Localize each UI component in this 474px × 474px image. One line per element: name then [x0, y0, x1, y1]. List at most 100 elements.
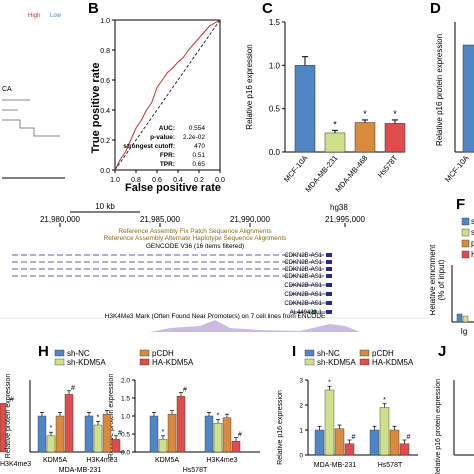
h-bar [231, 440, 241, 453]
g-gencode: GENCODE V36 (16 items filtered) [146, 243, 244, 250]
g-gene-label: CDKN2B-AS1 [284, 274, 322, 280]
i-bar [334, 428, 345, 456]
roc-frame [114, 19, 221, 171]
h-bar [55, 415, 65, 453]
roc-ylabel: True positive rate [90, 62, 102, 154]
h-sig: * [97, 414, 100, 421]
h-bar [111, 439, 121, 453]
h-ytick-label: 1.5 [121, 396, 130, 403]
h-sig: # [238, 432, 242, 439]
c-ytick-label: 1.0 [269, 61, 281, 70]
roc-xtick-label: 0.6 [152, 177, 162, 184]
g-exon [326, 292, 332, 296]
h-sig: * [50, 425, 53, 432]
i-legend-label: HA-KDM5A [372, 358, 414, 367]
h-bar [158, 439, 168, 453]
h-ytick-label: 0.5 [121, 432, 130, 439]
g-exon [326, 267, 332, 271]
h-legend-label: HA-KDM5A [152, 358, 194, 367]
c-sig: * [333, 119, 337, 129]
g-h3k4-signal [0, 320, 430, 332]
g-scale-label: 10 kb [95, 202, 115, 211]
c-bar [354, 122, 376, 153]
g-gene-label: CDKN2B-AS1 [284, 283, 322, 289]
h-legend-swatch [54, 358, 65, 366]
f-legend-label: p [471, 239, 474, 248]
c-bar [294, 65, 316, 153]
panel-a-text: CA [2, 86, 12, 93]
h-sig: # [71, 385, 75, 392]
i-legend-swatch [359, 358, 370, 366]
i-ytick-label: 0 [299, 453, 303, 460]
c-xtick-label: MCF-10A [282, 154, 310, 184]
i-bar [314, 429, 325, 456]
roc-stat-key: FPR: [160, 152, 175, 159]
roc-curve [114, 19, 221, 171]
i-bar [379, 407, 390, 456]
roc-xtick-label: 0.4 [173, 177, 183, 184]
f-ylabel-1: Relative enrichment [430, 244, 437, 315]
f-bar [462, 315, 469, 323]
roc-xlabel: False positive rate [125, 182, 221, 194]
h-bar [37, 415, 47, 453]
roc-ytick-label: 0.0 [100, 168, 110, 175]
c-ytick-label: 1.5 [269, 18, 281, 27]
f-xtick-label: Ig [461, 327, 468, 336]
f-legend-label: H [471, 250, 474, 259]
h-bar [102, 413, 112, 453]
f-legend-label: s [471, 228, 474, 237]
roc-stat-key: AUC: [159, 125, 175, 132]
roc-stat-value: 470 [194, 143, 205, 150]
panel-a-legend-low: Low [50, 13, 62, 19]
panel-j-chart: Relative p16 protein expression [435, 379, 474, 474]
h-bar [64, 394, 74, 453]
i-ytick-label: 2 [299, 403, 303, 410]
h-legend-swatch [139, 358, 150, 366]
h-legend-swatch [139, 349, 150, 357]
roc-diagonal [114, 19, 221, 171]
c-ylabel: Relative p16 expression [245, 44, 254, 129]
genome-browser: 10 kb hg38 21,980,000 21,985,000 21,990,000 2… [0, 202, 430, 332]
f-legend-swatch [461, 250, 470, 259]
roc-chart: 1.0 0.8 0.6 0.4 0.2 0.0 0.0 0.2 0.4 0.6 0.8 1.0 AUC:… [100, 18, 225, 184]
d-bar [462, 44, 474, 153]
h-bar [167, 413, 177, 453]
g-exon [312, 310, 316, 314]
g-exon [326, 310, 332, 314]
c-bar [324, 132, 346, 153]
roc-ytick-label: 0.6 [100, 78, 110, 85]
i-legend-swatch [359, 349, 370, 357]
panel-j-label: J [438, 343, 447, 360]
c-bar [384, 123, 406, 153]
i-bar [344, 443, 355, 456]
panel-c-chart: 0.0 0.5 1.0 1.5 Relative p16 expression MCF-1… [245, 18, 406, 194]
g-assembly: hg38 [330, 203, 348, 212]
d-xtick-label: MCF-10A [443, 154, 471, 184]
i-legend-swatch [304, 358, 315, 366]
f-legend-swatch [461, 228, 470, 237]
g-alt-track: Reference Assembly Alternate Haplotype S… [104, 235, 288, 242]
h-bar [84, 415, 94, 453]
g-exon [326, 274, 332, 278]
g-exon [326, 283, 332, 287]
h-bar [93, 424, 103, 453]
g-exon [326, 260, 332, 264]
i-xtick-label: MDA-MB-231 [314, 462, 357, 469]
i-sig: * [383, 397, 386, 404]
i-legend-label: pCDH [372, 349, 394, 358]
roc-xtick-label: 0.2 [194, 177, 204, 184]
i-sig: # [407, 434, 411, 441]
i-legend-label: sh-NC [317, 349, 340, 358]
h-group-label: H3K4me3 [86, 457, 117, 464]
f-legend-swatch [461, 239, 470, 248]
h-legend-label: sh-KDM5A [67, 358, 106, 367]
d-ylabel: Relative p16 protein expression [435, 34, 444, 146]
h-bar [204, 415, 214, 453]
i-ytick-label: 3 [299, 378, 303, 385]
i-bar [389, 429, 400, 456]
h-bar [46, 435, 56, 453]
panel-a-legend-high: High [28, 13, 41, 19]
g-h3k4-label: H3K4Me3 Mark (Often Found Near Promoters… [105, 313, 326, 320]
g-coordinate: 21,990,000 [230, 215, 271, 224]
